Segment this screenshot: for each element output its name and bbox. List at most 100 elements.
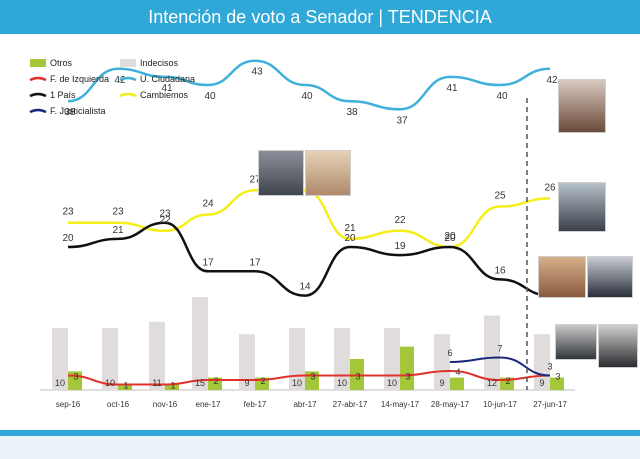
legend-label: F. Justicialista: [50, 106, 106, 116]
x-tick-label: feb-17: [244, 400, 267, 409]
photo-icon: [258, 150, 304, 196]
page-title: Intención de voto a Senador | TENDENCIA: [148, 7, 492, 27]
indecisos-bar: [149, 321, 165, 390]
photo-icon: [587, 256, 633, 298]
otros-bar: [400, 346, 414, 390]
data-label-indecisos: 10: [55, 378, 65, 388]
data-label-indecisos: 9: [244, 378, 249, 388]
indecisos-bar: [434, 334, 450, 390]
legend-label: 1 País: [50, 90, 76, 100]
data-label-f-izquierda: 2: [505, 376, 510, 386]
data-label-cambiemos: 20: [444, 231, 456, 242]
legend-swatch: [29, 76, 47, 82]
data-label-cambiemos: 21: [344, 223, 356, 234]
x-tick-label: abr-17: [293, 400, 317, 409]
data-label-1-pais: 21: [112, 225, 124, 236]
otros-bar: [550, 377, 564, 390]
data-label-u-ciudadana: 38: [346, 107, 358, 118]
data-label-f-izquierda: 2: [260, 376, 265, 386]
data-label-u-ciudadana: 40: [204, 91, 216, 102]
data-label-u-ciudadana: 42: [546, 75, 558, 86]
data-label-f-izquierda: 4: [455, 367, 460, 377]
photo-icon: [555, 324, 597, 360]
x-tick-label: 10-jun-17: [483, 400, 517, 409]
data-label-f-justicialista: 7: [497, 344, 502, 354]
legend-swatch: [30, 59, 46, 67]
x-tick-label: nov-16: [153, 400, 178, 409]
x-tick-label: oct-16: [107, 400, 130, 409]
data-label-u-ciudadana: 38: [64, 107, 76, 118]
photo-icon: [538, 256, 586, 298]
data-label-f-izquierda: 3: [555, 372, 560, 382]
legend-swatch: [120, 59, 136, 67]
data-label-cambiemos: 25: [494, 191, 506, 202]
data-label-cambiemos: 26: [544, 182, 556, 193]
data-label-cambiemos: 24: [202, 199, 214, 210]
data-label-f-izquierda: 2: [213, 376, 218, 386]
data-label-cambiemos: 22: [394, 215, 406, 226]
indecisos-bar: [484, 315, 500, 390]
header-bar: [0, 0, 640, 34]
photo-icon: [558, 79, 606, 133]
series-line-f-de-izquierda: [67, 369, 551, 386]
data-label-u-ciudadana: 40: [496, 91, 508, 102]
legend-label: Cambiemos: [140, 90, 189, 100]
data-label-f-izquierda: 3: [355, 372, 360, 382]
indecisos-bar: [289, 328, 305, 390]
data-label-cambiemos: 27: [249, 174, 261, 185]
data-label-indecisos: 9: [439, 378, 444, 388]
data-label-f-izquierda: 1: [123, 381, 128, 391]
photo-icon: [558, 182, 606, 232]
indecisos-bar: [239, 334, 255, 390]
data-label-indecisos: 9: [539, 378, 544, 388]
data-label-1-pais: 20: [444, 233, 456, 244]
photo-icon: [598, 324, 638, 368]
otros-bar: [165, 383, 179, 390]
data-label-1-pais: 16: [494, 265, 506, 276]
x-tick-label: ene-17: [196, 400, 221, 409]
data-label-cambiemos: 23: [62, 207, 74, 218]
data-label-1-pais: 20: [344, 233, 356, 244]
data-label-indecisos: 10: [387, 378, 397, 388]
data-label-1-pais: 20: [62, 233, 74, 244]
series-line-u-ciudadana: [67, 59, 551, 111]
series-line-1-pa-s: [67, 221, 551, 297]
series-line-f-justicialista: [449, 356, 551, 377]
legend-label: F. de Izquierda: [50, 74, 109, 84]
data-label-1-pais: 17: [249, 257, 261, 268]
x-tick-label: 27-jun-17: [533, 400, 567, 409]
data-label-indecisos: 10: [337, 378, 347, 388]
data-label-indecisos: 10: [292, 378, 302, 388]
x-tick-label: 28-may-17: [431, 400, 470, 409]
legend-swatch: [119, 76, 137, 82]
data-label-indecisos: 11: [152, 378, 161, 388]
x-tick-label: 27-abr-17: [333, 400, 368, 409]
data-label-f-justicialista: 6: [447, 348, 452, 358]
legend-label: Otros: [50, 58, 73, 68]
footer-strip: [0, 436, 640, 459]
data-label-1-pais: 23: [159, 209, 171, 220]
x-tick-label: 14-may-17: [381, 400, 420, 409]
data-label-u-ciudadana: 43: [251, 67, 263, 78]
legend-swatch: [29, 108, 47, 114]
otros-bar: [118, 383, 132, 390]
data-label-1-pais: 14: [299, 282, 311, 293]
data-label-u-ciudadana: 41: [161, 83, 173, 94]
otros-bar: [450, 377, 464, 390]
data-label-u-ciudadana: 37: [396, 115, 408, 126]
legend-swatch: [119, 92, 137, 98]
trend-chart: 382320310sep-16422321110oct-16412223111n…: [29, 58, 575, 409]
data-label-cambiemos: 23: [112, 207, 124, 218]
data-label-f-izquierda: 3: [73, 372, 78, 382]
indecisos-bar: [102, 328, 118, 390]
indecisos-bar: [192, 297, 208, 390]
x-tick-label: sep-16: [56, 400, 81, 409]
data-label-1-pais: 19: [394, 241, 406, 252]
data-label-indecisos: 10: [105, 378, 115, 388]
footer-bar: [0, 430, 640, 436]
data-label-indecisos: 15: [195, 378, 205, 388]
data-label-indecisos: 12: [487, 378, 497, 388]
data-label-cambiemos: 22: [159, 215, 171, 226]
data-label-f-izquierda: 1: [170, 381, 175, 391]
data-label-f-justicialista: 3: [547, 362, 552, 372]
